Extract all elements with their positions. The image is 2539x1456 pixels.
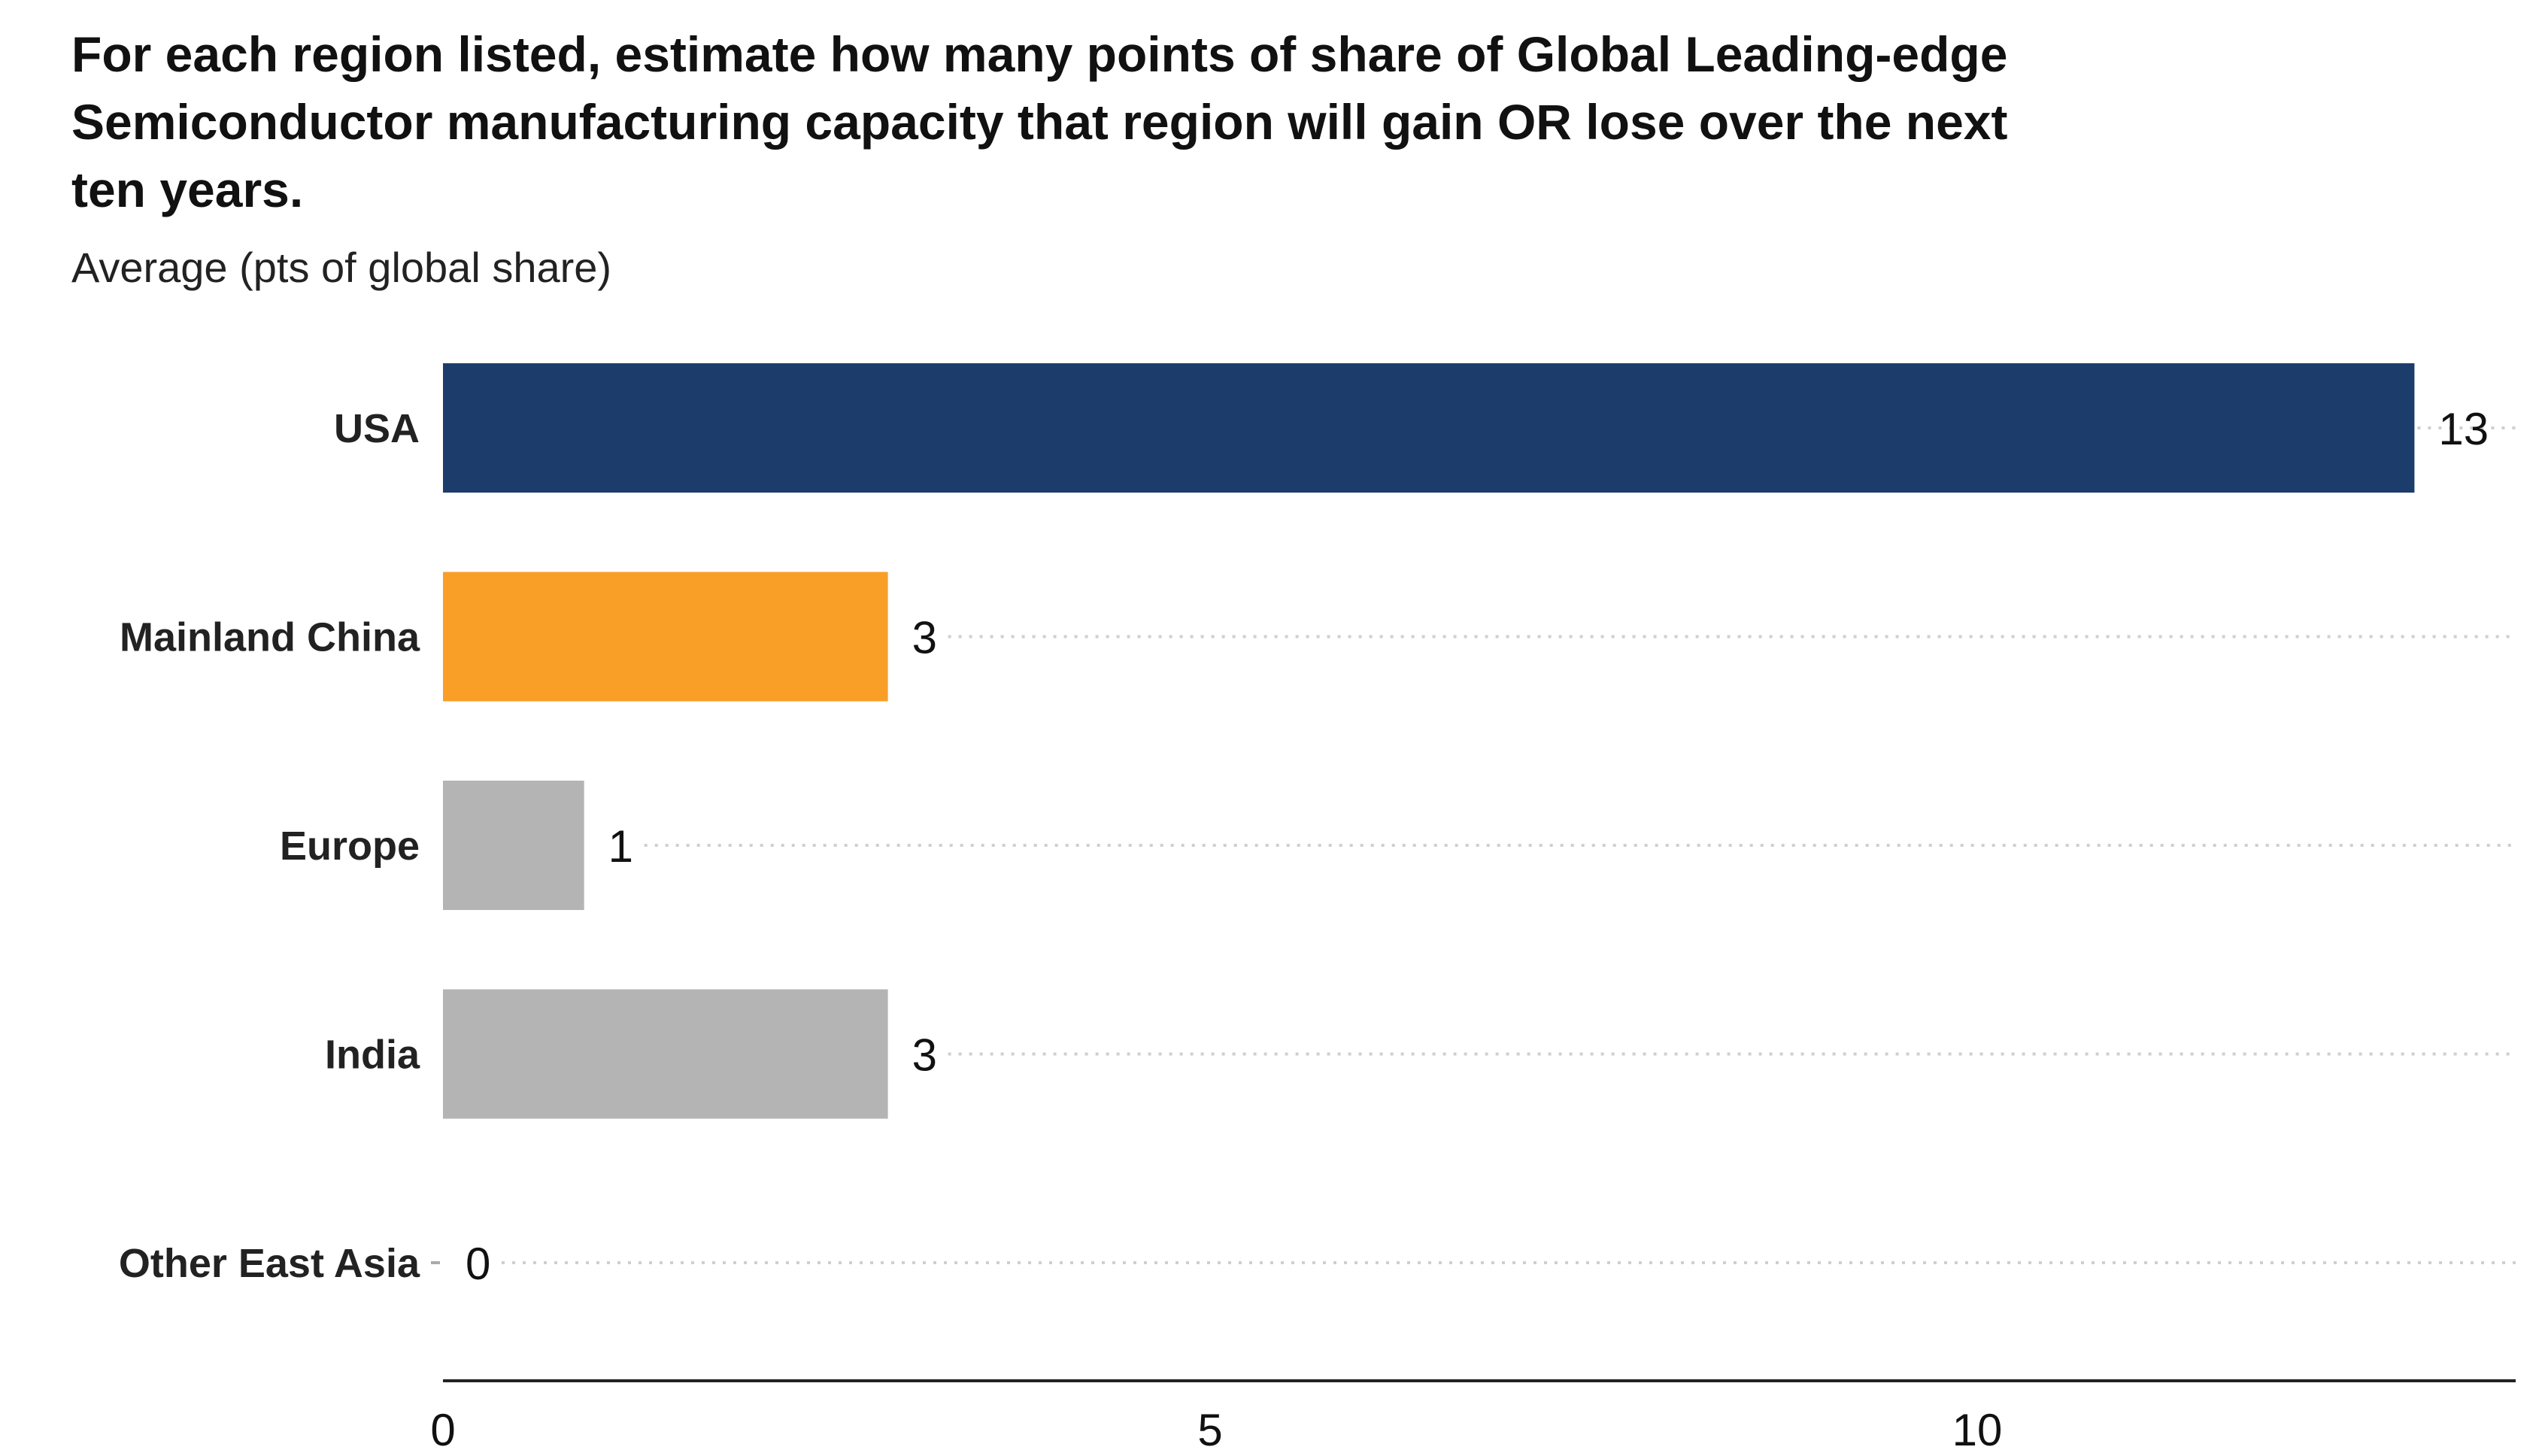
chart-title-line-2: Semiconductor manufacturing capacity tha… [71,94,2008,150]
x-tick-label: 10 [1952,1405,2003,1455]
x-tick-label: 0 [430,1405,455,1455]
category-label: India [325,1033,420,1078]
chart-subtitle: Average (pts of global share) [71,244,611,291]
data-label: 0 [466,1239,490,1289]
category-label: Europe [280,824,420,869]
category-label: Mainland China [120,615,420,660]
data-label: 13 [2438,404,2489,454]
bar-usa [443,363,2415,493]
chart-title-line-3: ten years. [71,162,303,217]
bar-mainland-china [443,572,888,702]
category-label: Other East Asia [119,1241,420,1286]
data-label: 1 [608,821,633,872]
x-tick-label: 5 [1197,1405,1222,1455]
data-label: 3 [912,613,937,663]
bar-india [443,989,888,1119]
data-label: 3 [912,1030,937,1081]
bar-europe [443,781,584,910]
chart-title-line-1: For each region listed, estimate how man… [71,26,2007,82]
category-label: USA [334,406,420,451]
